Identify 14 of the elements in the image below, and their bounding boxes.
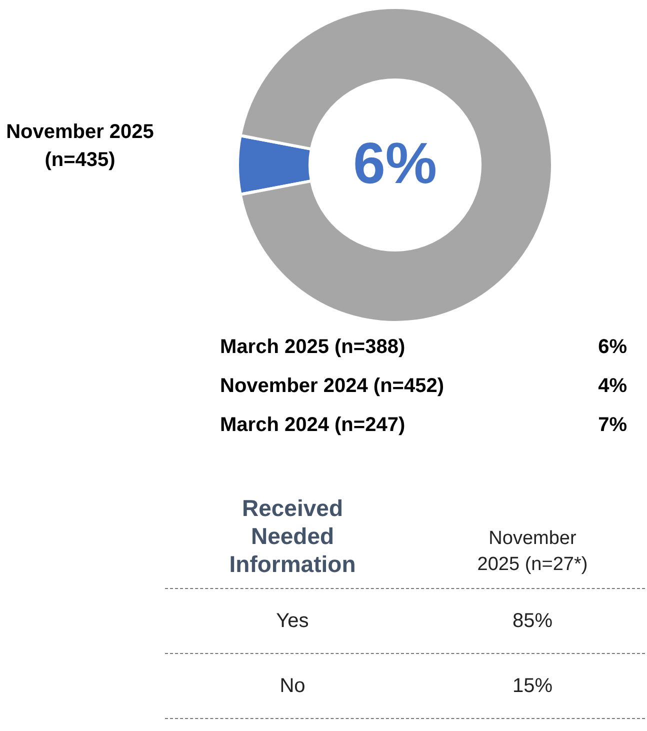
text: March 2025 (n=388) [220, 336, 406, 360]
text: 7% [598, 414, 627, 438]
text: Yes [275, 610, 310, 632]
text: 15% [511, 674, 554, 698]
text: 6% [353, 131, 437, 196]
text: Received Needed Information [228, 494, 357, 578]
text: November 2025 (n=435) [5, 120, 155, 173]
text: 6% [598, 336, 627, 360]
text: 85% [511, 610, 554, 632]
text: November 2025 (n=27*) [476, 527, 589, 577]
text: No [278, 674, 306, 698]
text: March 2024 (n=247) [220, 414, 406, 438]
text: 4% [598, 375, 627, 399]
text: November 2024 (n=452) [220, 375, 444, 399]
